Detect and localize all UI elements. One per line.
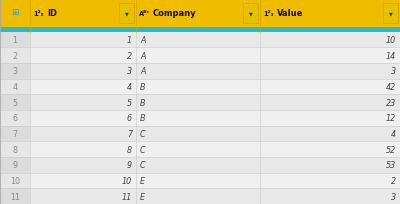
Text: A: A [140,67,146,76]
Text: 1: 1 [12,36,18,45]
Text: 3: 3 [391,67,396,76]
Text: 4: 4 [12,83,18,92]
Text: 8: 8 [12,145,18,154]
Text: B: B [140,98,146,107]
Bar [0,48,30,64]
Text: C: C [140,145,146,154]
Bar [0,126,30,142]
Text: 3: 3 [391,192,396,201]
Bar [0,111,30,126]
Text: 10: 10 [122,176,132,185]
Text: 2: 2 [127,52,132,60]
Text: E: E [140,192,145,201]
Bar [30,48,400,64]
Text: ▼: ▼ [389,11,393,16]
Bar [243,4,258,24]
Text: 1: 1 [127,36,132,45]
Text: 4: 4 [127,83,132,92]
Bar [30,188,400,204]
Bar [30,64,400,79]
Text: B: B [140,83,146,92]
Text: 2: 2 [391,176,396,185]
Bar [30,33,400,48]
Bar [30,173,400,188]
Bar [0,157,30,173]
Bar [0,173,30,188]
Text: ▼: ▼ [125,11,129,16]
Text: 9: 9 [12,161,18,170]
Text: 4: 4 [391,129,396,138]
Text: E: E [140,176,145,185]
Bar [30,111,400,126]
Text: B: B [140,114,146,123]
Text: 14: 14 [386,52,396,60]
Text: 9: 9 [127,161,132,170]
Text: 3: 3 [12,67,18,76]
Bar [0,79,30,95]
Text: 11: 11 [10,192,20,201]
Text: ⊞: ⊞ [11,8,19,17]
Text: ▼: ▼ [249,11,253,16]
Bar [0,64,30,79]
Text: 7: 7 [127,129,132,138]
Text: 6: 6 [12,114,18,123]
Text: 7: 7 [12,129,18,138]
Text: C: C [140,129,146,138]
Bar [0,33,30,48]
Text: 3: 3 [127,67,132,76]
Text: A: A [140,52,146,60]
Text: 52: 52 [386,145,396,154]
Text: A: A [140,36,146,45]
Bar [0,142,30,157]
Text: Aᴮᶜ: Aᴮᶜ [139,11,150,17]
Bar [30,126,400,142]
Text: 12: 12 [386,114,396,123]
Bar [30,157,400,173]
Text: 10: 10 [386,36,396,45]
Text: 6: 6 [127,114,132,123]
Bar [0,188,30,204]
Text: Value: Value [277,9,303,18]
Text: C: C [140,161,146,170]
Bar [0,0,400,28]
Text: 1²₃: 1²₃ [33,11,44,17]
Bar [0,95,30,111]
Bar [30,142,400,157]
Text: ID: ID [47,9,57,18]
Text: 10: 10 [10,176,20,185]
Text: 5: 5 [12,98,18,107]
Text: 11: 11 [122,192,132,201]
Text: 5: 5 [127,98,132,107]
Bar [0,28,400,33]
Bar [30,79,400,95]
Bar [30,95,400,111]
Text: 42: 42 [386,83,396,92]
Text: Company: Company [153,9,196,18]
Text: 8: 8 [127,145,132,154]
Bar [383,4,398,24]
Text: 23: 23 [386,98,396,107]
Bar [119,4,134,24]
Text: 1²₃: 1²₃ [263,11,274,17]
Text: 2: 2 [12,52,18,60]
Text: 53: 53 [386,161,396,170]
